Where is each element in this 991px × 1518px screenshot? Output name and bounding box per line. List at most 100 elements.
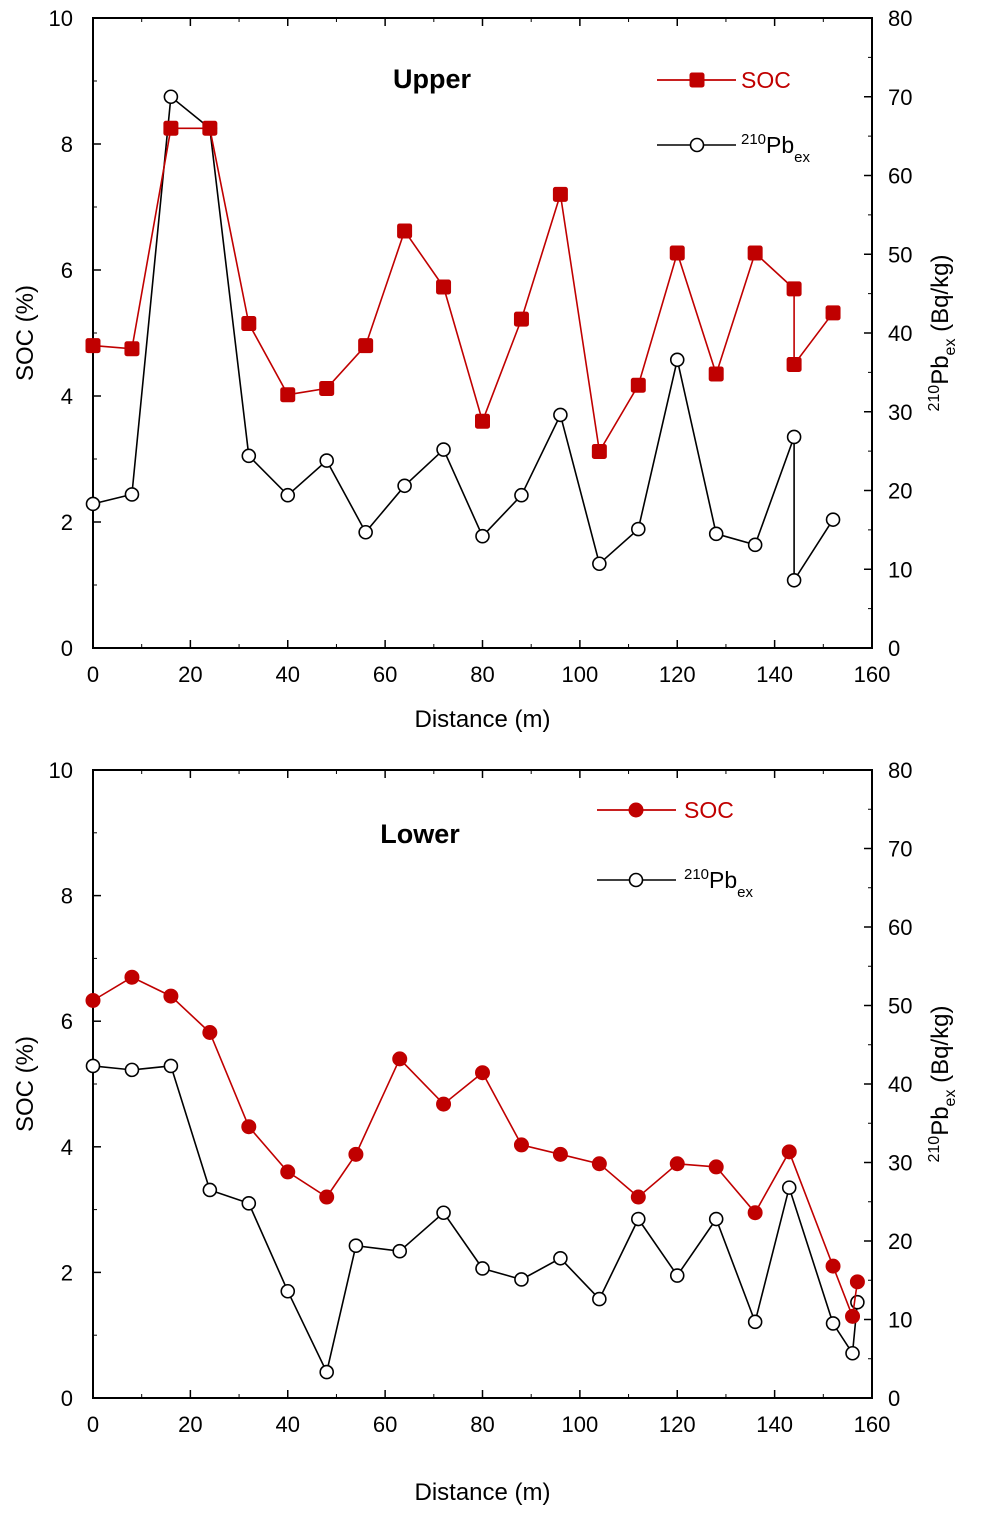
y2-axis-label: 210Pbex (Bq/kg) xyxy=(926,1006,959,1163)
data-point xyxy=(163,1058,179,1074)
x-tick-label: 100 xyxy=(562,662,599,687)
legend-label-pb210: 210Pbex xyxy=(684,866,754,901)
legend: SOC 210Pbex xyxy=(597,797,754,901)
data-point xyxy=(669,245,685,261)
data-point xyxy=(319,1189,335,1205)
series-line xyxy=(92,1065,859,1375)
data-point xyxy=(513,1137,529,1153)
series-pb210 xyxy=(85,89,841,588)
panel-title: Lower xyxy=(380,819,460,849)
y-tick-label: 2 xyxy=(61,1260,73,1285)
data-point xyxy=(708,526,724,542)
data-point xyxy=(513,311,529,327)
x-axis-label: Distance (m) xyxy=(414,1479,550,1506)
data-point xyxy=(348,1238,364,1254)
y-tick-label: 2 xyxy=(61,510,73,535)
series-pb210 xyxy=(85,1058,865,1380)
x-tick-label: 160 xyxy=(854,662,891,687)
data-point xyxy=(849,1274,865,1290)
data-point xyxy=(591,443,607,459)
x-tick-label: 40 xyxy=(276,662,300,687)
data-point xyxy=(825,512,841,527)
x-tick-label: 20 xyxy=(178,662,202,687)
data-point xyxy=(124,341,140,357)
data-point xyxy=(397,478,412,494)
data-point xyxy=(514,1272,529,1287)
data-point xyxy=(747,245,763,261)
data-point xyxy=(280,387,296,403)
y2-tick-label: 70 xyxy=(888,85,912,110)
data-point xyxy=(124,487,140,502)
data-point xyxy=(202,1182,218,1198)
y-tick-label: 4 xyxy=(61,1135,73,1160)
y2-tick-label: 10 xyxy=(888,557,912,582)
legend-marker-pb210 xyxy=(628,872,644,888)
data-point xyxy=(319,380,335,396)
y2-tick-label: 80 xyxy=(888,758,912,783)
data-point xyxy=(124,1062,140,1078)
data-point xyxy=(280,1283,296,1299)
data-point xyxy=(85,1058,101,1074)
data-point xyxy=(85,338,101,354)
data-point xyxy=(786,572,802,588)
x-tick-label: 160 xyxy=(854,1412,891,1437)
data-point xyxy=(436,1205,451,1221)
data-point xyxy=(708,1211,724,1227)
data-point xyxy=(475,1261,490,1276)
y2-tick-label: 80 xyxy=(888,6,912,31)
data-point xyxy=(786,357,802,372)
y2-tick-label: 60 xyxy=(888,915,912,940)
data-point xyxy=(241,1196,257,1211)
x-tick-label: 60 xyxy=(373,1412,397,1437)
data-point xyxy=(825,1258,841,1274)
x-tick-label: 120 xyxy=(659,662,696,687)
data-point xyxy=(475,413,490,429)
data-point xyxy=(781,1144,797,1160)
data-point xyxy=(592,556,607,572)
x-tick-label: 40 xyxy=(276,1412,300,1437)
data-point xyxy=(241,1119,257,1135)
data-point xyxy=(124,969,140,985)
data-point xyxy=(319,453,335,468)
data-point xyxy=(786,429,802,445)
y-tick-label: 6 xyxy=(61,1009,73,1034)
plot-frame xyxy=(92,17,873,649)
y-tick-label: 10 xyxy=(49,758,73,783)
data-point xyxy=(747,1314,763,1330)
x-tick-label: 20 xyxy=(178,1412,202,1437)
data-point xyxy=(708,366,724,382)
y-tick-label: 10 xyxy=(49,6,73,31)
data-point xyxy=(392,1051,408,1067)
data-point xyxy=(630,521,646,537)
y2-tick-label: 20 xyxy=(888,479,912,504)
data-point xyxy=(241,448,257,464)
data-point xyxy=(630,1211,646,1227)
y2-tick-label: 30 xyxy=(888,400,912,425)
data-point xyxy=(358,338,374,354)
x-tick-label: 80 xyxy=(470,1412,494,1437)
legend-marker-soc xyxy=(628,802,644,818)
data-point xyxy=(747,1205,763,1221)
y-tick-label: 8 xyxy=(61,132,73,157)
data-point xyxy=(552,1146,568,1162)
series-line xyxy=(92,95,834,584)
legend-label-soc: SOC xyxy=(684,797,734,823)
data-point xyxy=(592,1291,607,1307)
data-point xyxy=(552,186,568,202)
data-point xyxy=(845,1345,860,1361)
y2-tick-label: 60 xyxy=(888,164,912,189)
y2-tick-label: 30 xyxy=(888,1151,912,1176)
data-point xyxy=(845,1308,861,1324)
data-point xyxy=(392,1243,408,1259)
data-point xyxy=(669,352,685,368)
data-point xyxy=(475,528,490,544)
x-tick-label: 0 xyxy=(87,662,99,687)
data-point xyxy=(514,487,529,503)
data-point xyxy=(85,992,101,1008)
data-point xyxy=(786,281,802,297)
data-point xyxy=(630,1189,646,1205)
y2-axis-label: 210Pbex (Bq/kg) xyxy=(926,255,959,412)
x-tick-label: 140 xyxy=(756,662,793,687)
data-point xyxy=(781,1180,797,1195)
